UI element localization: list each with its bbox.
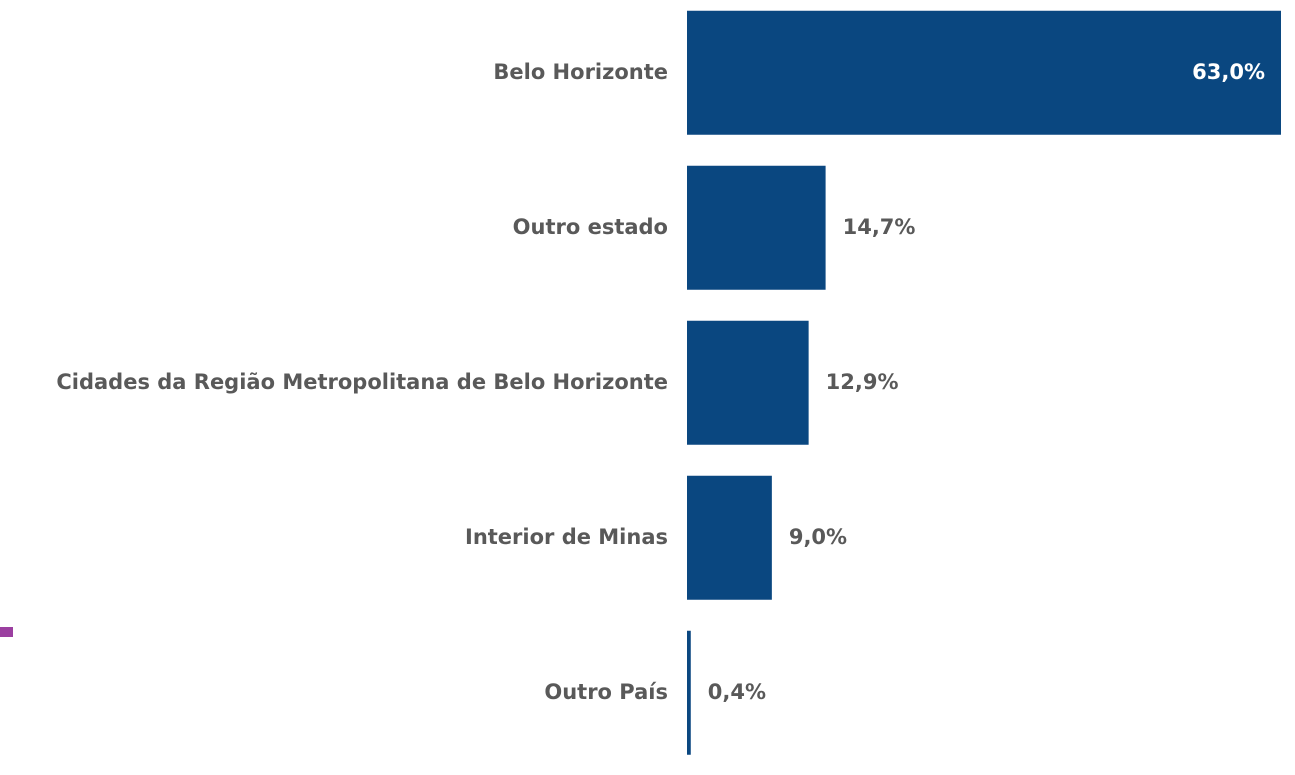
bar: [687, 165, 826, 290]
category-label: Belo Horizonte: [493, 60, 668, 84]
decoration: [0, 627, 13, 637]
bar: [687, 320, 809, 445]
value-label: 12,9%: [826, 370, 899, 394]
category-label: Outro País: [544, 680, 668, 704]
bar: [687, 10, 1281, 135]
value-label: 63,0%: [1192, 60, 1265, 84]
category-label: Interior de Minas: [465, 525, 668, 549]
category-label: Cidades da Região Metropolitana de Belo …: [56, 370, 668, 394]
bar: [687, 475, 772, 600]
value-label: 0,4%: [708, 680, 766, 704]
value-label: 14,7%: [843, 215, 916, 239]
value-label: 9,0%: [789, 525, 847, 549]
bar: [687, 630, 691, 755]
category-label: Outro estado: [513, 215, 668, 239]
